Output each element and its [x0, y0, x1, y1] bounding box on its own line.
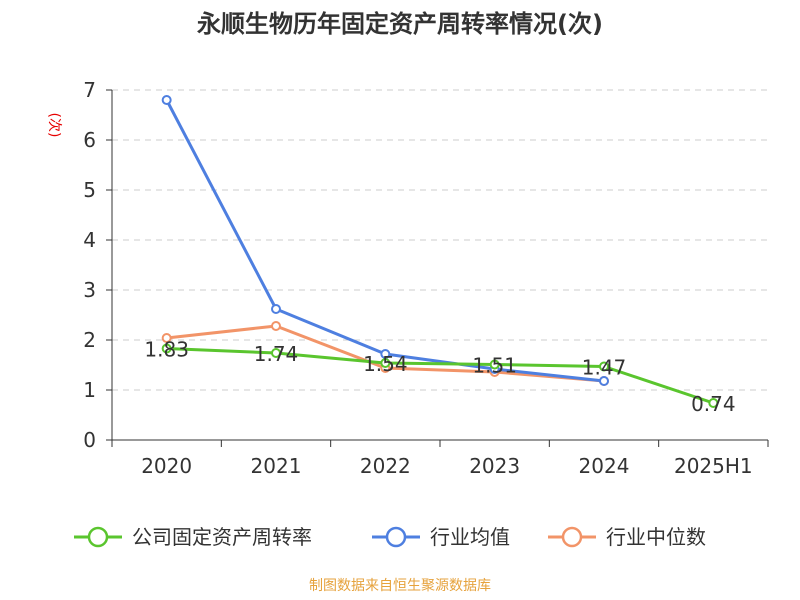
series-2-point-0 — [161, 333, 172, 343]
y-tick-labels: 0 1 2 3 4 5 6 7 — [83, 78, 96, 452]
y-tick-label-7: 7 — [83, 78, 96, 102]
x-tick-label-2025H1: 2025H1 — [674, 454, 753, 478]
data-label-2025H1: 0.74 — [691, 392, 736, 416]
series-line-0 — [166, 347, 714, 405]
y-tick-label-2: 2 — [83, 328, 96, 352]
data-label-2023: 1.51 — [472, 354, 517, 378]
legend-label-2: 行业中位数 — [606, 525, 706, 549]
data-label-2022: 1.54 — [363, 352, 408, 376]
y-tick-label-6: 6 — [83, 128, 96, 152]
data-label-2020: 1.83 — [144, 338, 189, 362]
y-tick-label-5: 5 — [83, 178, 96, 202]
gridlines — [112, 89, 768, 391]
y-axis-unit: (次) — [46, 113, 62, 138]
axes — [106, 89, 769, 447]
y-tick-label-1: 1 — [83, 378, 96, 402]
series-1-point-4 — [599, 376, 609, 386]
x-tick-label-2023: 2023 — [469, 454, 520, 478]
y-tick-label-0: 0 — [83, 428, 96, 452]
data-label-2021: 1.74 — [254, 342, 299, 366]
y-tick-label-3: 3 — [83, 278, 96, 302]
legend-swatch-marker-0 — [87, 526, 109, 548]
x-tick-labels: 2020 2021 2022 2023 2024 2025H1 — [141, 454, 752, 478]
data-labels: 1.83 1.74 1.54 1.51 1.47 0.74 — [144, 338, 735, 417]
data-label-2024: 1.47 — [582, 356, 627, 380]
legend-swatch-marker-1 — [385, 526, 407, 548]
series-0-point-0 — [161, 343, 172, 354]
x-tick-label-2022: 2022 — [360, 454, 411, 478]
series-lines — [161, 95, 719, 408]
series-0-point-3 — [489, 359, 500, 370]
series-0-point-5 — [708, 398, 719, 408]
data-source-note: 制图数据来自恒生聚源数据库 — [309, 578, 491, 594]
x-tick-label-2020: 2020 — [141, 454, 192, 478]
x-tick-label-2024: 2024 — [579, 454, 630, 478]
series-0-point-4 — [599, 361, 609, 372]
series-0-point-1 — [271, 348, 281, 358]
legend-swatch-marker-2 — [561, 526, 583, 548]
series-line-1 — [165, 99, 605, 383]
series-0-point-2 — [380, 358, 391, 368]
chart-title: 永顺生物历年固定资产周转率情况(次) — [197, 10, 603, 38]
x-tick-label-2021: 2021 — [251, 454, 302, 478]
series-2-point-1 — [271, 321, 281, 331]
legend-label-1: 行业均值 — [430, 525, 510, 549]
series-1-point-0 — [161, 95, 172, 105]
legend: 公司固定资产周转率 行业均值 行业中位数 — [74, 525, 706, 549]
series-1-point-1 — [271, 304, 281, 314]
legend-label-0: 公司固定资产周转率 — [132, 525, 312, 549]
y-tick-label-4: 4 — [83, 228, 96, 252]
